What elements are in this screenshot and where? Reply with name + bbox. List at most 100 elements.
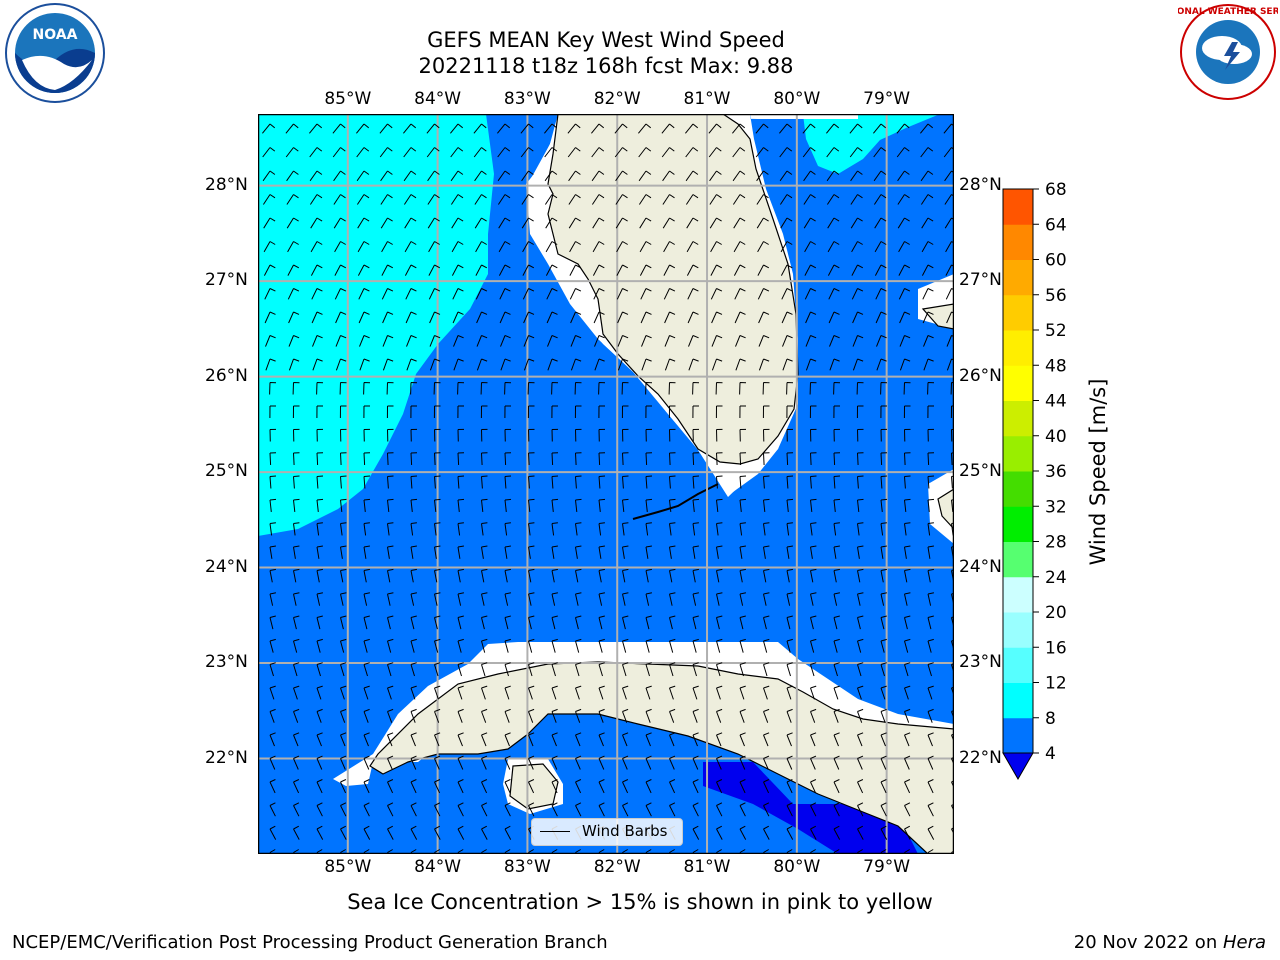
wind-barb [951, 428, 954, 442]
wind-barb [269, 428, 277, 442]
wind-barb [709, 194, 722, 205]
wind-barb [622, 428, 629, 442]
wind-barb [263, 241, 276, 253]
wind-barb [356, 147, 370, 158]
wind-barb [363, 475, 371, 489]
wind-barb [528, 592, 535, 606]
wind-barb [833, 802, 840, 817]
wind-barb [733, 217, 746, 229]
wind-barb [645, 849, 652, 854]
wind-barb [598, 522, 605, 536]
wind-barb [615, 194, 628, 205]
wind-barb [410, 802, 417, 817]
wind-barb [269, 382, 277, 395]
wind-barb [757, 241, 769, 253]
wind-barb [544, 194, 558, 205]
wind-barb [692, 615, 699, 630]
wind-barb [309, 170, 323, 182]
wind-barb [410, 592, 418, 606]
wind-barb [269, 568, 276, 583]
wind-barb [457, 522, 464, 536]
wind-barb [857, 755, 864, 770]
wind-barb [429, 311, 441, 324]
wind-barb [852, 311, 864, 324]
left-latitude-label: 25°N [205, 461, 248, 482]
wind-barb [551, 779, 558, 794]
wind-barb [763, 568, 770, 583]
wind-barb [622, 849, 628, 854]
wind-barb [904, 755, 911, 770]
wind-barb [286, 194, 299, 205]
wind-barb [312, 335, 323, 347]
wind-barb [387, 522, 394, 536]
noaa-logo: NOAA [5, 3, 105, 103]
wind-barb [927, 615, 934, 630]
wind-barb [340, 779, 347, 794]
wind-barb [896, 147, 910, 158]
wind-barb [716, 498, 723, 512]
wind-barb [782, 335, 793, 347]
wind-barb [457, 662, 464, 677]
wind-barb [810, 592, 817, 606]
wind-barb [575, 615, 582, 630]
wind-barb [617, 311, 629, 324]
wind-barb [810, 802, 817, 817]
wind-barb [927, 545, 934, 559]
wind-barb [410, 825, 418, 840]
bottom-longitude-label: 84°W [414, 857, 462, 877]
colorbar-tick-label: 20 [1045, 603, 1067, 623]
wind-barb [946, 358, 954, 371]
wind-barb [685, 147, 699, 158]
wind-barb [851, 288, 864, 300]
wind-barb [622, 615, 629, 630]
wind-barb [857, 732, 864, 747]
wind-barb [688, 358, 699, 371]
wind-barb [944, 217, 954, 229]
wind-barb [880, 825, 888, 840]
wind-barb [528, 685, 535, 700]
wind-barb [410, 755, 417, 770]
wind-barb [880, 732, 887, 747]
wind-barb [927, 405, 934, 419]
wind-barb [850, 170, 863, 182]
wind-barb [403, 194, 417, 205]
wind-barb [551, 802, 558, 817]
wind-barb [528, 779, 535, 794]
wind-barb [263, 217, 276, 229]
wind-barb [316, 428, 324, 442]
wind-barb [340, 522, 347, 536]
wind-barb [410, 498, 418, 512]
wind-barb [363, 662, 370, 677]
wind-barb [551, 405, 558, 419]
wind-barb [287, 288, 300, 300]
wind-barb [692, 802, 699, 817]
colorbar-segment [1003, 435, 1033, 472]
top-longitude-label: 83°W [503, 89, 551, 109]
wind-barb [810, 849, 816, 854]
wind-barb [504, 615, 511, 630]
wind-barb [927, 522, 934, 536]
wind-barb [474, 217, 487, 229]
colorbar-segment [1003, 365, 1033, 401]
wind-barb [316, 662, 323, 677]
wind-barb [434, 662, 441, 677]
wind-barb [504, 708, 511, 723]
wind-barb [810, 708, 817, 723]
wind-barb [568, 194, 581, 205]
wind-barb [521, 217, 534, 229]
wind-barb [591, 123, 605, 134]
wind-barb [551, 452, 559, 466]
wind-barb [804, 264, 817, 276]
wind-barb [316, 779, 323, 794]
wind-barb [428, 288, 441, 300]
wind-barb [312, 358, 323, 371]
left-latitude-label: 23°N [205, 652, 248, 673]
wind-barb [786, 779, 793, 794]
noaa-logo-text: NOAA [33, 27, 78, 43]
wind-barb [545, 264, 558, 276]
wind-barb [739, 592, 747, 606]
wind-barb [688, 335, 699, 347]
wind-barb [288, 335, 300, 347]
wind-barb [733, 241, 746, 253]
wind-barb [457, 568, 464, 583]
